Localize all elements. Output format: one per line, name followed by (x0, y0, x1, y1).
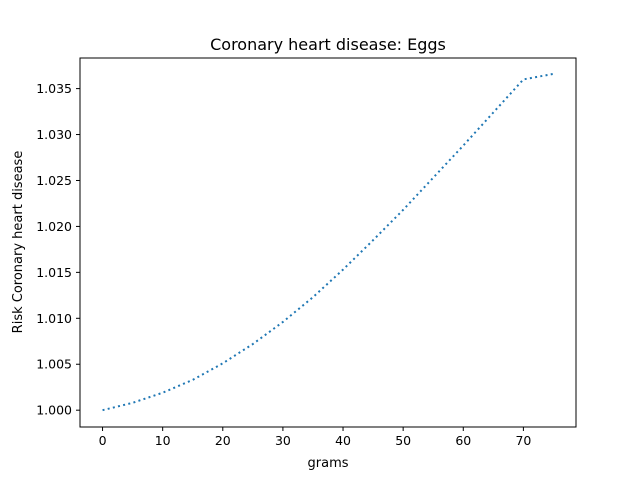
x-tick-label: 40 (335, 433, 351, 448)
x-tick-label: 10 (155, 433, 171, 448)
x-axis: 0 10 20 30 40 50 60 70 (99, 427, 531, 448)
x-tick-label: 50 (395, 433, 411, 448)
x-tick-label: 60 (455, 433, 471, 448)
y-tick-label: 1.000 (36, 403, 72, 418)
y-tick-label: 1.030 (36, 127, 72, 142)
x-tick-label: 20 (215, 433, 231, 448)
axes-frame (79, 57, 577, 428)
y-axis: 1.000 1.005 1.010 1.015 1.020 1.025 1.030 1.035 (36, 81, 80, 418)
y-axis-label: Risk Coronary heart disease (11, 151, 26, 334)
y-tick-label: 1.015 (36, 265, 72, 280)
y-tick-label: 1.020 (36, 219, 72, 234)
y-tick-label: 1.025 (36, 173, 72, 188)
series-line (102, 72, 554, 412)
x-tick-label: 0 (99, 433, 107, 448)
x-tick-label: 30 (275, 433, 291, 448)
chart-title: Coronary heart disease: Eggs (210, 35, 446, 54)
y-tick-label: 1.005 (36, 357, 72, 372)
plot-area (79, 57, 577, 428)
y-tick-label: 1.035 (36, 81, 72, 96)
x-axis-label: grams (308, 456, 349, 471)
y-tick-label: 1.010 (36, 311, 72, 326)
x-tick-label: 70 (515, 433, 531, 448)
